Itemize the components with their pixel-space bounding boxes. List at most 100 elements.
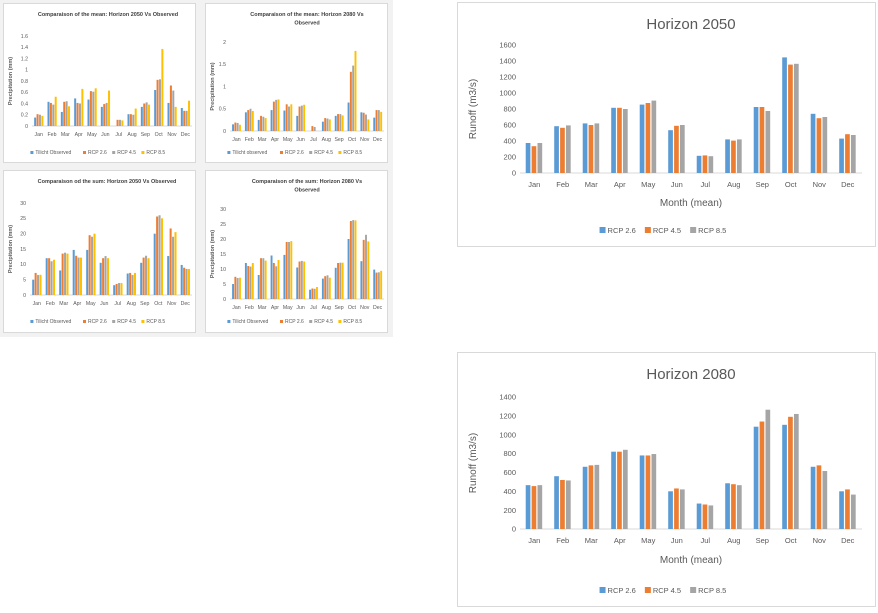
chart-title: Comparaison of the mean: Horizon 2080 Vs…	[250, 12, 363, 27]
legend-label: RCP 8.5	[698, 586, 726, 595]
bar-jun-series-3	[106, 258, 110, 295]
bar-feb-series-1	[560, 479, 565, 529]
y-tick-label: 200	[503, 153, 516, 162]
legend-swatch-3	[141, 151, 145, 154]
y-tick-label: 20	[20, 231, 26, 237]
bar-jul-series-0	[696, 503, 702, 529]
bar-sep-series-1	[759, 107, 765, 173]
bar-jul-series-2	[313, 126, 316, 131]
y-tick-label: 0.6	[21, 90, 28, 96]
x-tick-label: Jun	[671, 536, 683, 545]
bar-aug-series-2	[132, 114, 135, 126]
bar-aug-series-2	[326, 118, 329, 131]
legend-swatch-1	[280, 151, 283, 154]
bar-aug-series-0	[321, 278, 324, 299]
bar-may-series-3	[290, 241, 293, 299]
bar-may-series-1	[645, 103, 651, 173]
bar-nov-series-2	[822, 117, 828, 173]
x-tick-label: Sep	[756, 180, 769, 189]
bar-may-series-0	[283, 110, 286, 131]
bar-sep-series-1	[759, 421, 765, 529]
x-tick-label: Jan	[34, 132, 42, 138]
x-tick-label: May	[641, 536, 655, 545]
bar-jul-series-1	[311, 126, 314, 131]
x-tick-label: Oct	[785, 536, 798, 545]
bar-oct-series-3	[160, 218, 164, 295]
legend-label: RCP 2.6	[608, 586, 636, 595]
bar-jun-series-2	[300, 105, 303, 131]
bar-may-series-2	[91, 236, 94, 295]
bar-dec-series-2	[185, 268, 188, 295]
x-tick-label: May	[283, 137, 293, 143]
legend-swatch-0	[227, 151, 231, 154]
bar-jan-series-2	[537, 143, 543, 173]
y-tick-label: 400	[503, 487, 516, 496]
y-tick-label: 15	[20, 247, 26, 253]
bar-sep-series-3	[147, 258, 150, 295]
bar-dec-series-0	[839, 491, 844, 529]
bar-feb-series-2	[565, 125, 571, 173]
x-tick-label: Jan	[33, 301, 41, 307]
x-tick-label: Dec	[841, 180, 855, 189]
bar-feb-series-1	[560, 127, 565, 173]
bar-feb-series-3	[251, 263, 254, 299]
bar-oct-series-3	[354, 50, 357, 131]
x-tick-label: Sep	[756, 536, 769, 545]
legend-label: RCP 8.5	[146, 150, 165, 156]
y-tick-label: 0	[512, 169, 516, 178]
x-tick-label: Nov	[360, 137, 370, 143]
bar-aug-series-0	[126, 273, 129, 295]
bar-jul-series-0	[309, 289, 312, 299]
bar-jun-series-2	[679, 489, 685, 529]
bar-jul-series-1	[702, 504, 708, 529]
legend-label: RCP 2.6	[88, 319, 107, 325]
y-tick-label: 1000	[499, 89, 516, 98]
x-tick-label: Jan	[528, 180, 540, 189]
x-tick-label: Mar	[585, 536, 598, 545]
bar-apr-series-2	[78, 103, 81, 126]
x-tick-label: Sep	[334, 305, 343, 311]
x-tick-label: Nov	[813, 180, 827, 189]
y-tick-label: 0.8	[21, 79, 28, 85]
bar-jul-series-1	[311, 288, 314, 299]
bar-oct-series-2	[352, 220, 355, 299]
chart-runoff-2080: Horizon 2080 0 200 400 600 800 1000 1200 1400 Run…	[468, 366, 862, 595]
legend-swatch-0	[30, 151, 34, 154]
y-tick-label: 600	[503, 468, 516, 477]
bar-apr-series-1	[272, 263, 275, 299]
y-tick-label: 0	[223, 297, 226, 303]
y-tick-label: 1400	[499, 57, 516, 66]
y-tick-label: 25	[20, 216, 26, 222]
y-tick-label: 0.2	[21, 113, 28, 119]
bar-sep-series-2	[145, 255, 148, 295]
bar-oct-series-0	[154, 90, 157, 126]
legend-label: RCP 8.5	[146, 319, 165, 325]
bar-apr-series-0	[611, 451, 616, 529]
y-tick-label: 0	[23, 293, 26, 299]
y-tick-label: 2	[223, 40, 226, 46]
bar-jan-series-1	[234, 122, 237, 131]
chart-sum-2080: Comparaison of the sum: Horizon 2080 Vs O…	[210, 179, 384, 325]
bar-oct-series-0	[782, 424, 787, 529]
y-tick-label: 1.6	[21, 34, 28, 40]
y-axis-label: Precipitation (mm)	[8, 225, 14, 273]
bar-apr-series-0	[270, 255, 273, 299]
bar-nov-series-0	[810, 466, 816, 529]
bar-jan-series-3	[239, 277, 241, 299]
bar-aug-series-2	[326, 275, 329, 299]
bar-feb-series-3	[54, 96, 57, 126]
bar-nov-series-0	[360, 112, 363, 131]
bar-jul-series-3	[120, 283, 123, 295]
y-tick-label: 0	[512, 525, 516, 534]
bar-dec-series-0	[839, 138, 844, 173]
x-tick-label: Mar	[258, 137, 267, 143]
bar-nov-series-2	[172, 236, 175, 295]
x-tick-label: Dec	[181, 301, 191, 307]
bar-mar-series-0	[582, 123, 588, 173]
bar-may-series-1	[88, 235, 91, 295]
chart-title: Comparaison od the sum: Horizon 2050 Vs …	[38, 179, 177, 185]
y-tick-label: 15	[220, 252, 226, 258]
legend-label: Tilicht observed	[232, 150, 267, 156]
bar-dec-series-3	[380, 270, 383, 299]
bar-feb-series-0	[554, 126, 559, 173]
